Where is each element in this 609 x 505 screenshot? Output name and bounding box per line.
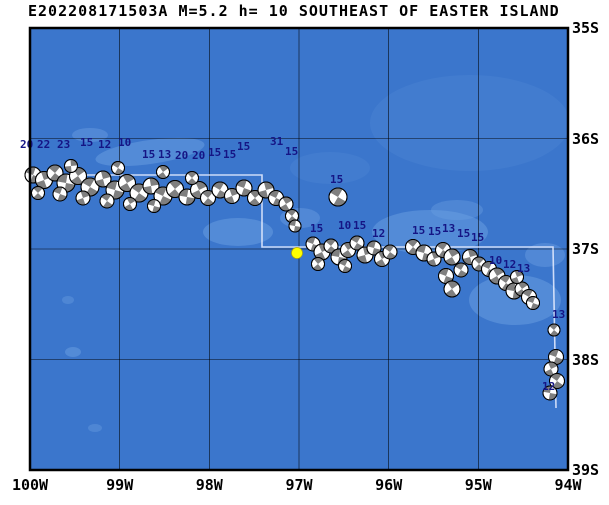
epicenter-marker [291,247,303,259]
beachball-marker [111,161,125,175]
bathymetry-patch [372,210,488,254]
beachball-marker [443,248,461,266]
beachball-marker [443,280,461,298]
depth-label: 20 [175,149,188,162]
depth-label: 12 [542,380,555,393]
beachball-marker [542,385,558,401]
lon-tick-label: 94W [554,476,582,494]
beachball-marker [75,190,91,206]
depth-label: 23 [57,138,70,151]
bathymetry-patch [95,137,205,167]
depth-label: 15 [471,231,484,244]
depth-label: 10 [489,254,502,267]
beachball-marker [235,179,253,197]
beachball-marker [166,180,184,198]
beachball-marker [278,196,294,212]
beachball-marker [510,270,524,284]
depth-label: 12 [503,258,516,271]
depth-label: 20 [192,149,205,162]
beachball-marker [64,159,78,173]
depth-label: 15 [80,136,93,149]
lon-tick-label: 99W [106,476,134,494]
depth-label: 15 [310,222,323,235]
depth-label: 12 [372,227,385,240]
beachball-marker [453,262,469,278]
lon-tick-label: 97W [285,476,313,494]
depth-label: 15 [330,173,343,186]
lat-tick-label: 37S [572,240,600,258]
beachball-marker [156,165,170,179]
depth-label: 13 [517,262,530,275]
lon-tick-label: 95W [464,476,492,494]
beachball-marker [328,187,348,207]
map-frame: 20 22 23 15 12 10 15 13 20 20 15 15 15 31 15 15 15 10 15 12… [20,26,570,472]
bathymetry-patch [290,152,370,184]
beachball-marker [52,186,68,202]
lon-tick-label: 96W [375,476,403,494]
depth-label: 13 [442,222,455,235]
beachball-marker [338,259,352,273]
depth-label: 15 [223,148,236,161]
beachball-marker [549,373,565,389]
depth-label: 15 [237,140,250,153]
bathymetry-patch [370,75,568,171]
beachball-marker [349,235,365,251]
bathymetry-patch [431,200,483,220]
depth-label: 15 [412,224,425,237]
beachball-marker [94,170,112,188]
depth-label: 15 [142,148,155,161]
lat-tick-label: 35S [572,19,600,37]
depth-label: 15 [457,227,470,240]
beachball-marker [200,190,216,206]
depth-label: 20 [20,138,33,151]
lon-tick-label: 100W [11,476,49,494]
depth-label: 15 [208,146,221,159]
bathymetry-patch [203,218,273,246]
beachball-marker [129,183,149,203]
beachball-marker [118,174,136,192]
map-border [28,26,570,472]
beachball-marker [547,323,561,337]
beachball-marker [548,349,564,365]
depth-label: 10 [338,219,351,232]
depth-label: 22 [37,138,50,151]
depth-label: 15 [428,225,441,238]
beachball-marker [323,238,339,254]
beachball-marker [142,177,160,195]
beachball-marker [366,240,382,256]
plot-title: E202208171503A M=5.2 h= 10 SOUTHEAST OF … [28,2,560,20]
bathymetry-patch [62,296,74,304]
lat-tick-label: 36S [572,129,600,148]
beachball-marker [543,361,559,377]
beachball-marker [288,219,302,233]
lat-tick-label: 39S [572,461,600,479]
depth-label: 13 [552,308,565,321]
depth-label: 13 [158,148,171,161]
bathymetry-patch [88,424,102,432]
beachball-marker [99,193,115,209]
beachball-marker [185,171,199,185]
depth-label: 15 [353,219,366,232]
beachball-marker [382,244,398,260]
beachball-marker [147,199,161,213]
beachball-marker [526,296,540,310]
lon-tick-label: 98W [195,476,223,494]
plate-boundary-line [30,174,557,409]
bathymetry-patch [65,347,81,357]
depth-label: 10 [118,136,131,149]
lat-tick-label: 38S [572,350,600,369]
beachball-marker [285,209,299,223]
depth-label: 31 [270,135,284,148]
beachball-marker [123,197,137,211]
map-interior [30,28,568,470]
beachball-marker [224,188,240,204]
depth-label: 15 [285,145,298,158]
beachball-marker [311,257,325,271]
depth-label: 12 [98,138,111,151]
beachball-marker [31,186,45,200]
bathymetry-patch [469,275,561,325]
